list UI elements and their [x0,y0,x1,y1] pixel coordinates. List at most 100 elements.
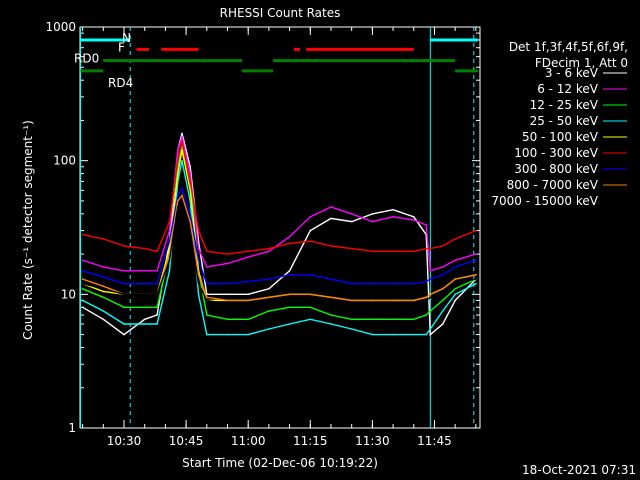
y-axis-label: Count Rate (s⁻¹ detector segment⁻¹) [21,120,35,340]
data-point [330,299,332,302]
data-point [425,224,428,226]
data-point [197,293,200,296]
data-point [429,293,432,296]
data-point [143,293,146,296]
data-point [177,194,179,197]
data-point [156,282,158,285]
series-3-6keV [81,132,477,337]
data-point [268,296,270,299]
data-point [441,310,444,312]
series-line [82,134,477,272]
data-point [143,323,146,325]
data-point [206,299,208,302]
data-point [181,132,183,135]
data-point [350,220,353,223]
data-point [288,293,291,296]
data-point [350,213,353,215]
data-point [288,270,291,272]
y-tick-label: 100 [53,154,76,168]
data-point [413,303,415,305]
data-point [441,323,444,325]
data-point [168,220,171,223]
data-point [309,296,312,299]
data-point [371,282,374,285]
data-point [102,266,105,268]
data-point [413,318,415,321]
data-point [247,303,249,305]
data-point [371,250,374,253]
x-axis-label: Start Time (02-Dec-06 10:19:22) [182,456,378,470]
data-point [247,318,249,321]
data-point [81,306,84,309]
chart-title: RHESSI Count Rates [220,6,341,20]
series-group [81,132,477,337]
data-point [81,270,84,272]
legend-label: 7000 - 15000 keV [491,194,598,208]
plot-frame [79,26,481,429]
data-point [475,278,477,280]
data-point [206,296,208,299]
x-tick-label: 11:15 [293,434,328,448]
series-25-50keV [81,159,477,336]
data-point [330,296,332,299]
data-point [330,314,332,316]
data-point [226,303,229,305]
data-point [454,288,457,290]
data-point [371,303,374,305]
data-point [189,172,191,175]
data-point [268,250,270,253]
data-point [197,229,200,232]
legend-label: 50 - 100 keV [522,130,599,144]
data-point [123,282,125,285]
series-line [82,186,477,285]
data-point [81,282,84,285]
data-point [429,310,432,312]
data-point [392,303,394,305]
legend-label: 3 - 6 keV [545,66,599,80]
series-line [82,145,477,320]
legend-label: 800 - 7000 keV [507,178,599,192]
data-point [350,282,353,285]
data-point [454,299,457,302]
data-point [392,208,394,211]
data-point [156,250,158,253]
data-point [429,247,432,250]
data-point [197,274,200,276]
data-point [143,270,146,272]
series-300-800keV [81,186,477,285]
data-point [425,314,428,316]
data-point [189,180,191,183]
legend-label: 6 - 12 keV [537,82,599,96]
data-point [189,229,191,232]
data-point [350,247,353,250]
data-point [123,333,125,336]
data-point [371,213,374,215]
series-line [82,160,477,336]
data-point [392,250,394,253]
legend-label: 12 - 25 keV [530,98,599,112]
data-point [413,333,415,336]
data-point [454,282,457,285]
data-point [288,323,291,325]
data-point [206,314,208,316]
series-50-100keV [81,149,477,302]
data-point [247,256,249,258]
data-point [247,280,249,283]
y-tick-label: 1 [68,421,76,435]
data-point [156,270,158,272]
footer-date: 18-Oct-2021 07:31 [522,463,636,477]
series-line [82,199,477,305]
data-point [206,266,208,268]
data-point [475,229,477,232]
data-point [181,200,183,202]
data-point [441,299,444,302]
data-point [288,274,291,276]
annotation-group: NF RD0 RD4 [74,27,478,428]
data-point [156,306,158,309]
data-point [454,238,457,240]
data-point [441,245,444,247]
data-point [181,159,183,162]
data-point [197,247,200,250]
data-point [429,296,432,299]
data-point [123,323,125,325]
